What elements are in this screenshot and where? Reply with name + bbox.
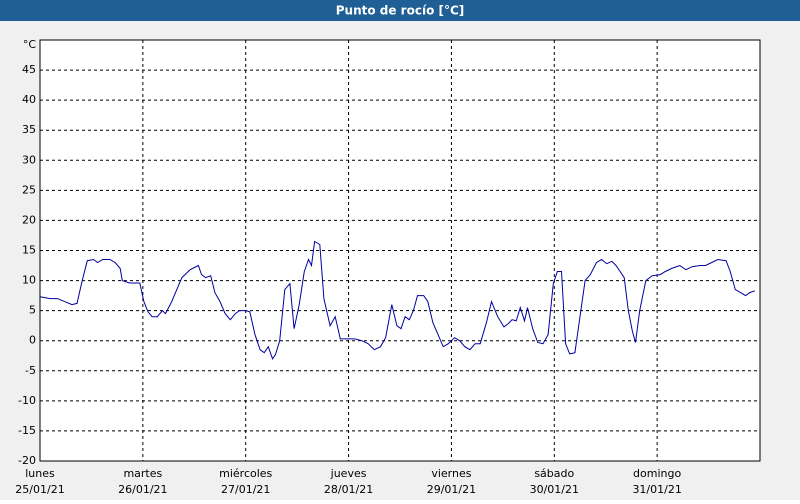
- x-tick-date: 31/01/21: [632, 483, 681, 496]
- x-tick-label: jueves: [330, 467, 367, 480]
- y-tick-label: 45: [22, 63, 36, 76]
- y-unit: °C: [23, 38, 37, 51]
- x-tick-label: miércoles: [219, 467, 272, 480]
- y-tick-label: 0: [29, 334, 36, 347]
- y-tick-label: 20: [22, 213, 36, 226]
- y-tick-label: 25: [22, 183, 36, 196]
- title-bar: [0, 0, 800, 21]
- data-line: [39, 240, 756, 360]
- y-tick-label: -15: [18, 424, 36, 437]
- x-tick-date: 29/01/21: [427, 483, 476, 496]
- x-tick-label: martes: [123, 467, 162, 480]
- x-tick-label: lunes: [25, 467, 55, 480]
- x-tick-label: domingo: [633, 467, 681, 480]
- y-tick-label: 40: [22, 93, 36, 106]
- y-tick-label: 5: [29, 304, 36, 317]
- y-tick-label: -10: [18, 394, 36, 407]
- x-tick-label: viernes: [431, 467, 471, 480]
- x-tick-date: 25/01/21: [15, 483, 64, 496]
- y-tick-label: 15: [22, 244, 36, 257]
- y-tick-label: 10: [22, 274, 36, 287]
- x-tick-date: 27/01/21: [221, 483, 270, 496]
- y-tick-label: 30: [22, 153, 36, 166]
- y-tick-label: -5: [25, 364, 36, 377]
- x-tick-label: sábado: [534, 467, 574, 480]
- y-tick-label: 35: [22, 123, 36, 136]
- x-tick-date: 30/01/21: [530, 483, 579, 496]
- chart-title: Punto de rocío [°C]: [336, 4, 465, 18]
- y-tick-label: -20: [18, 454, 36, 467]
- x-tick-date: 28/01/21: [324, 483, 373, 496]
- x-tick-date: 26/01/21: [118, 483, 167, 496]
